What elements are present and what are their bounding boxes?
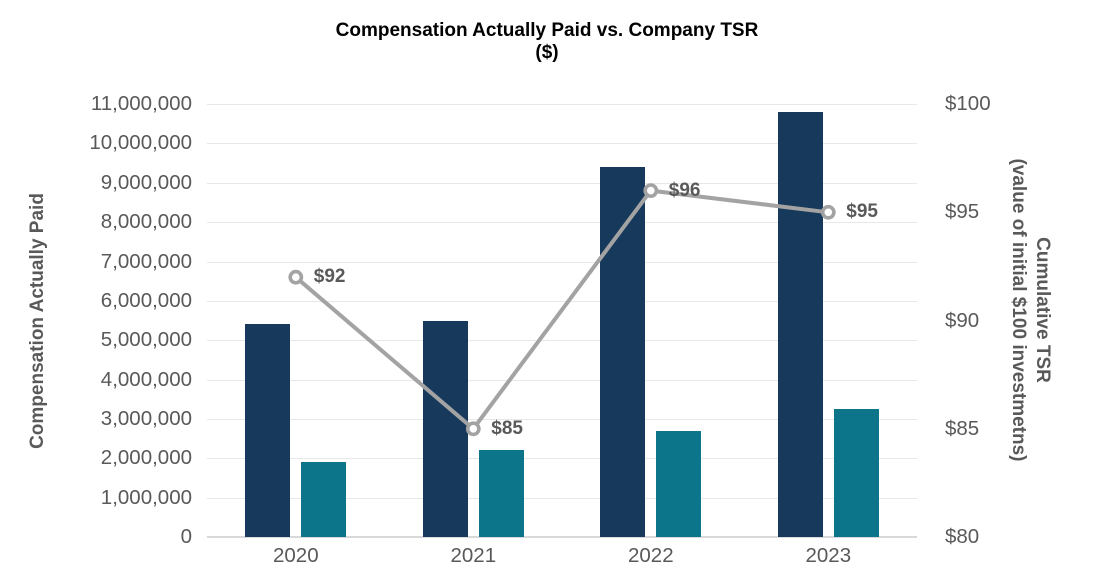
grid-layer (207, 104, 917, 538)
right-axis-tick: $95 (945, 200, 980, 224)
bar-primary-bar-2021 (422, 320, 468, 537)
chart-title-block: Compensation Actually Paid vs. Company T… (0, 20, 1094, 64)
x-axis-label-2021: 2021 (450, 544, 497, 567)
gridline (207, 418, 917, 420)
left-axis-tick: 9,000,000 (100, 170, 192, 194)
left-axis-tick: 5,000,000 (100, 328, 192, 352)
left-axis-tick: 6,000,000 (100, 288, 192, 312)
chart-subtitle: ($) (535, 42, 559, 63)
gridline (207, 143, 917, 145)
x-axis-label-2023: 2023 (805, 544, 852, 567)
gridline (207, 497, 917, 499)
right-axis-ticks: $100 $95 $90 $85 $80 (945, 93, 1085, 547)
tsr-datalabel-2022: $96 (668, 179, 701, 201)
left-axis-tick: 1,000,000 (100, 485, 192, 509)
right-axis-tick: $90 (945, 308, 980, 332)
left-axis-ticks: 11,000,000 10,000,000 9,000,000 8,000,000 7,… (40, 93, 192, 547)
tsr-line-svg (288, 183, 836, 437)
chart-title: Compensation Actually Paid vs. Company T… (335, 20, 759, 41)
x-axis-label-2020: 2020 (272, 544, 319, 567)
gridline (207, 104, 917, 105)
left-axis-tick: 11,000,000 (90, 92, 192, 115)
tsr-datalabel-2020: $92 (313, 266, 346, 288)
left-axis-tick: 8,000,000 (100, 210, 192, 234)
tsr-marker-2021 (465, 421, 481, 437)
left-axis-tick: 4,000,000 (100, 367, 192, 391)
bar-secondary-bar-2022 (656, 430, 702, 537)
gridline (207, 340, 917, 342)
tsr-marker-2023 (820, 204, 836, 220)
right-axis-tick: $80 (945, 525, 980, 548)
tsr-marker-2022 (643, 183, 659, 198)
gridline (207, 379, 917, 381)
gridline (207, 222, 917, 224)
tsr-marker-2020 (288, 269, 304, 285)
bar-secondary-bar-2020 (301, 462, 347, 537)
x-axis-labels: 2020 2021 2022 2023 (207, 544, 917, 570)
left-axis-tick: 3,000,000 (100, 406, 192, 430)
bar-primary-bar-2020 (245, 324, 291, 537)
left-axis-tick: 10,000,000 (89, 131, 192, 155)
line-layer (207, 104, 917, 537)
gridline (207, 182, 917, 184)
gridline (207, 261, 917, 263)
right-axis-tick: $100 (945, 92, 991, 115)
tsr-line (294, 188, 829, 431)
left-axis-tick: 7,000,000 (100, 249, 192, 273)
gridline (207, 300, 917, 302)
bar-primary-bar-2023 (777, 111, 823, 537)
bar-secondary-bar-2023 (833, 409, 879, 537)
x-axis-label-2022: 2022 (627, 544, 674, 567)
left-axis-tick: 0 (180, 525, 192, 548)
left-axis-tick: 2,000,000 (100, 446, 192, 470)
tsr-datalabel-2023: $95 (846, 201, 878, 223)
datalabel-layer: $92 $85 $96 $95 (207, 104, 917, 537)
bar-secondary-bar-2021 (478, 450, 524, 537)
x-axis-baseline (207, 536, 917, 538)
gridline (207, 458, 917, 460)
right-axis-tick: $85 (945, 416, 980, 440)
tsr-datalabel-2021: $85 (491, 417, 523, 439)
